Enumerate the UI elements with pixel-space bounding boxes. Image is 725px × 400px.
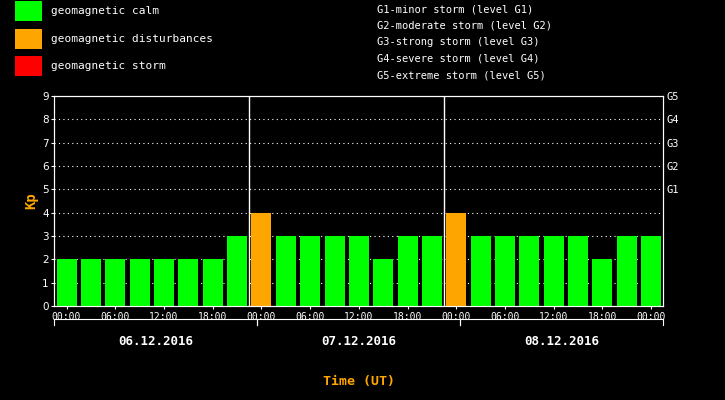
Bar [276, 236, 296, 306]
Bar [300, 236, 320, 306]
Text: G2-moderate storm (level G2): G2-moderate storm (level G2) [377, 21, 552, 31]
Bar [14, 1, 42, 21]
Text: G4-severe storm (level G4): G4-severe storm (level G4) [377, 54, 539, 64]
Bar [57, 259, 77, 306]
Bar [447, 213, 466, 306]
Bar [617, 236, 637, 306]
Bar [14, 56, 42, 76]
Text: 06.12.2016: 06.12.2016 [118, 335, 194, 348]
Bar [495, 236, 515, 306]
Bar [227, 236, 247, 306]
Bar [130, 259, 149, 306]
Y-axis label: Kp: Kp [24, 193, 38, 209]
Bar [373, 259, 393, 306]
Bar [252, 213, 271, 306]
Text: 07.12.2016: 07.12.2016 [321, 335, 397, 348]
Text: geomagnetic calm: geomagnetic calm [51, 6, 159, 16]
Text: Time (UT): Time (UT) [323, 376, 395, 388]
Bar [81, 259, 101, 306]
Bar [154, 259, 174, 306]
Bar [568, 236, 588, 306]
Bar [641, 236, 661, 306]
Bar [544, 236, 564, 306]
Text: 08.12.2016: 08.12.2016 [524, 335, 600, 348]
Bar [14, 28, 42, 49]
Bar [203, 259, 223, 306]
Text: geomagnetic storm: geomagnetic storm [51, 61, 165, 71]
Bar [519, 236, 539, 306]
Bar [422, 236, 442, 306]
Bar [325, 236, 344, 306]
Bar [397, 236, 418, 306]
Text: geomagnetic disturbances: geomagnetic disturbances [51, 34, 212, 44]
Bar [178, 259, 199, 306]
Text: G1-minor storm (level G1): G1-minor storm (level G1) [377, 4, 534, 14]
Bar [592, 259, 613, 306]
Bar [105, 259, 125, 306]
Bar [349, 236, 369, 306]
Text: G5-extreme storm (level G5): G5-extreme storm (level G5) [377, 70, 546, 80]
Text: G3-strong storm (level G3): G3-strong storm (level G3) [377, 37, 539, 47]
Bar [471, 236, 491, 306]
